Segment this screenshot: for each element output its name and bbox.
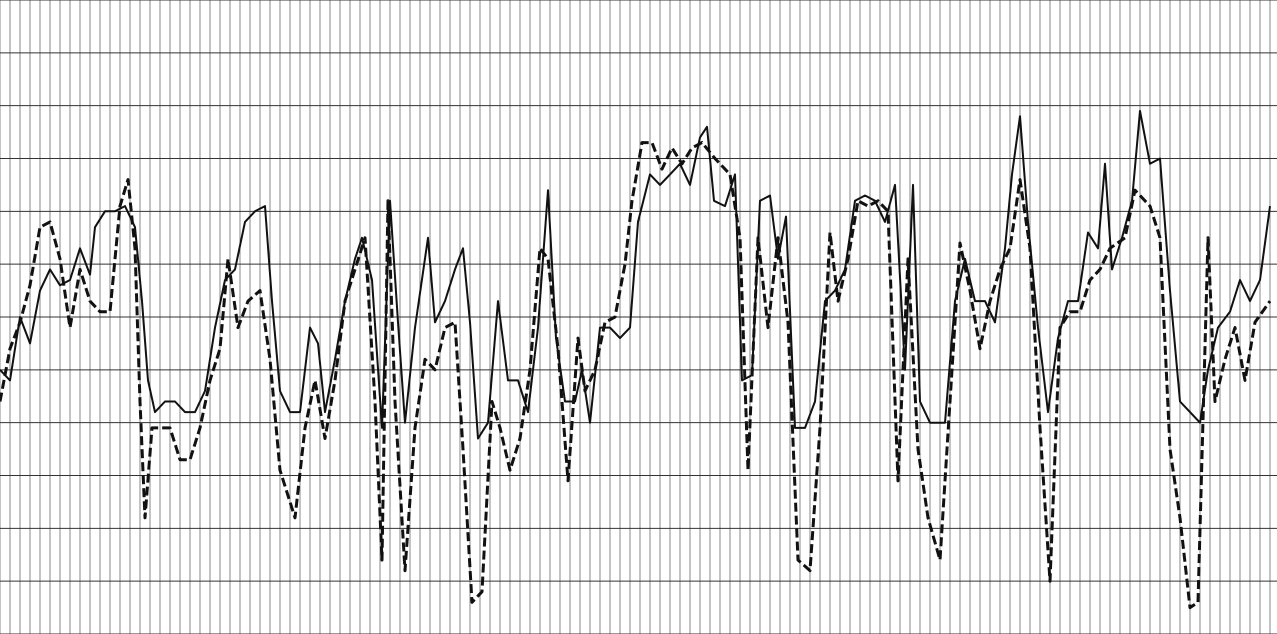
dashed-trace	[0, 141, 1272, 610]
solid-trace	[0, 109, 1271, 440]
